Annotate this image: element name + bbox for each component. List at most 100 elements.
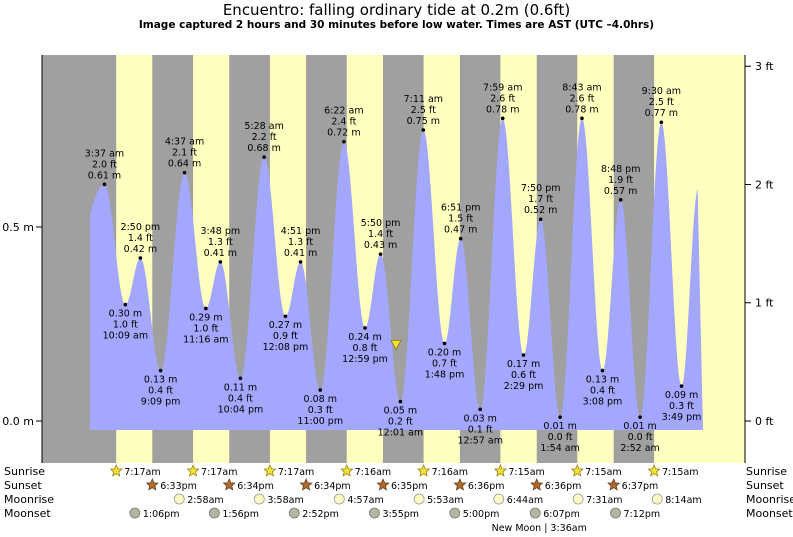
sunrise-time: 7:15am (662, 467, 698, 478)
row-label-moonset: Moonset (4, 507, 51, 520)
moonrise-time: 2:58am (187, 495, 223, 506)
row-label-right-moonrise: Moonrise (746, 493, 793, 506)
tide-label-height: 0.11 m (224, 382, 257, 393)
moonset-time: 1:06pm (143, 509, 180, 520)
moonrise-icon (333, 493, 345, 505)
tide-label-ft: 0.9 ft (273, 331, 298, 342)
sunset-time: 6:36pm (468, 481, 505, 492)
moonrise-time: 5:53am (427, 495, 463, 506)
moonrise-time: 4:57am (347, 495, 383, 506)
tide-label-height: 0.08 m (304, 394, 337, 405)
tide-point (138, 256, 143, 260)
tide-label-ft: 0.0 ft (628, 432, 653, 443)
chart-title: Encuentro: falling ordinary tide at 0.2m… (222, 1, 571, 19)
tide-label-height: 0.13 m (586, 375, 619, 386)
tide-label-time: 12:59 pm (342, 354, 388, 365)
sunrise-time: 7:17am (201, 467, 237, 478)
tide-label-time: 3:08 pm (583, 397, 623, 408)
tide-label-time: 2:29 pm (504, 381, 544, 392)
tide-label-height: 0.41 m (284, 248, 317, 259)
sunset-icon (222, 478, 236, 491)
tide-point (500, 116, 505, 121)
tide-point (298, 260, 303, 264)
tide-label-time: 5:28 am (244, 121, 283, 132)
tide-label-height: 0.77 m (645, 108, 678, 119)
moonset-icon (288, 507, 300, 519)
sunrise-icon (186, 464, 200, 477)
tide-label-time: 12:57 am (457, 435, 502, 446)
tide-point (458, 236, 463, 241)
tide-label-time: 6:22 am (324, 106, 363, 117)
sunset-time: 6:34pm (237, 481, 274, 492)
tide-label-height: 0.01 m (623, 421, 656, 432)
tide-label-time: 8:43 am (562, 82, 601, 93)
moonset-icon (449, 507, 461, 519)
row-label-moonrise: Moonrise (4, 493, 54, 506)
tide-label-height: 0.05 m (384, 406, 417, 417)
tide-label-ft: 2.6 ft (490, 93, 515, 104)
moonset-time: 2:52pm (302, 509, 339, 520)
tide-label-ft: 1.0 ft (113, 320, 138, 331)
tide-label-ft: 0.3 ft (308, 405, 333, 416)
tide-label-ft: 2.2 ft (252, 132, 277, 143)
tide-label-height: 0.24 m (348, 332, 381, 343)
tide-point (442, 341, 447, 346)
tide-label-height: 0.13 m (144, 375, 177, 386)
tide-point (318, 388, 323, 392)
tide-label-height: 0.42 m (124, 244, 157, 255)
tide-label-time: 6:51 pm (441, 203, 481, 214)
sunrise-icon (340, 464, 354, 477)
tide-label-ft: 0.4 ft (148, 386, 173, 397)
tide-label-ft: 1.4 ft (368, 229, 393, 240)
sunset-time: 6:37pm (622, 481, 659, 492)
tide-label-time: 9:30 am (642, 86, 681, 97)
sunrise-time: 7:17am (278, 467, 314, 478)
y-tick-label-m: 0.5 m (2, 221, 34, 234)
moonrise-icon (493, 493, 505, 505)
tide-label-ft: 0.8 ft (353, 343, 378, 354)
tide-label-time: 10:04 pm (218, 404, 264, 415)
moonrise-time: 6:44am (507, 495, 543, 506)
tide-label-time: 1:48 pm (425, 369, 465, 380)
moonset-time: 5:00pm (463, 509, 500, 520)
tide-label-time: 3:49 pm (662, 412, 702, 423)
moonset-icon (369, 507, 380, 519)
y-tick-label-ft: 2 ft (755, 178, 774, 191)
tide-point (182, 170, 187, 175)
tide-label-ft: 0.4 ft (228, 393, 253, 404)
tide-label-height: 0.41 m (204, 248, 237, 259)
tide-label-height: 0.20 m (428, 347, 461, 358)
tide-point (638, 415, 642, 419)
moonrise-icon (413, 493, 425, 505)
tide-label-height: 0.17 m (507, 359, 540, 370)
moonset-icon (129, 507, 141, 519)
sunset-icon (530, 478, 544, 491)
sunrise-icon (109, 464, 123, 477)
tide-label-height: 0.78 m (565, 104, 598, 115)
moonrise-icon (651, 493, 663, 505)
sunset-time: 6:33pm (160, 481, 197, 492)
tide-label-height: 0.01 m (543, 421, 576, 432)
tide-label-time: 4:51 pm (281, 226, 321, 237)
tide-label-height: 0.09 m (665, 390, 698, 401)
tide-point (204, 306, 208, 311)
tide-label-ft: 2.5 ft (649, 97, 674, 108)
sunrise-time: 7:15am (508, 467, 544, 478)
tide-label-time: 4:37 am (165, 137, 204, 148)
tide-label-time: 9:09 pm (141, 397, 181, 408)
row-label-right-moonset: Moonset (746, 507, 793, 520)
tide-label-time: 5:50 pm (361, 218, 401, 229)
tide-label-ft: 1.7 ft (528, 194, 553, 205)
y-tick-label-ft: 0 ft (755, 415, 774, 428)
sunrise-icon (570, 464, 584, 477)
sunset-icon (607, 478, 621, 491)
tide-point (123, 302, 128, 307)
tide-label-time: 2:50 pm (121, 222, 161, 233)
row-label-right-sunrise: Sunrise (746, 465, 787, 478)
moonrise-icon (572, 493, 584, 505)
chart-subtitle: Image captured 2 hours and 30 minutes be… (138, 19, 655, 31)
moonset-time: 7:12pm (624, 509, 661, 520)
tide-label-time: 7:11 am (404, 94, 443, 105)
tide-label-time: 10:09 am (103, 331, 148, 342)
